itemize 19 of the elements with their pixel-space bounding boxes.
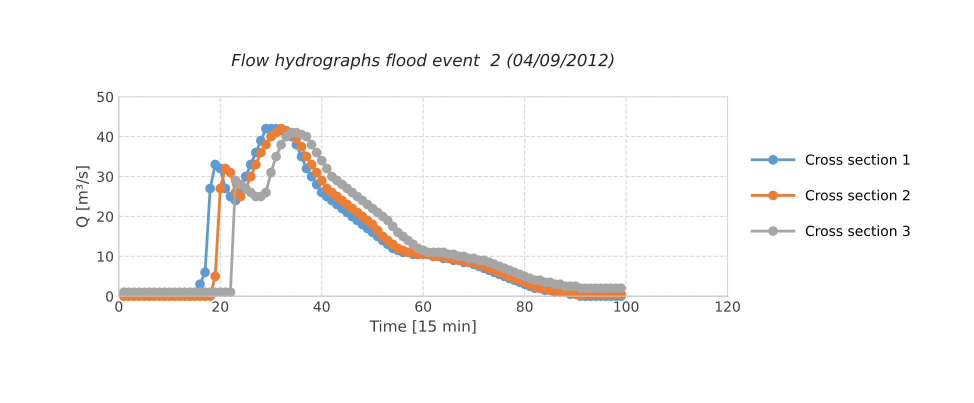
y-tick-label: 10 (98, 251, 114, 262)
legend-label: Cross section 3 (806, 225, 910, 236)
x-tick-label: 60 (415, 301, 432, 312)
x-tick-label: 20 (212, 301, 228, 312)
legend-label: Cross section 2 (806, 190, 910, 200)
y-axis-title: Q [m³/s] (76, 166, 90, 228)
chart-title: Flow hydrographs flood event 2 (04/09/2012) (232, 54, 614, 70)
x-tick-label: 0 (115, 301, 122, 312)
legend-label: Cross section 1 (806, 154, 910, 165)
x-axis-title: Time [15 min] (370, 320, 476, 334)
x-tick-label: 40 (314, 301, 330, 312)
y-tick-label: 40 (96, 132, 114, 142)
y-tick-label: 20 (97, 211, 114, 222)
x-tick-label: 120 (716, 301, 740, 312)
x-tick-label: 80 (516, 301, 533, 312)
y-tick-label: 30 (97, 171, 114, 182)
x-tick-label: 100 (614, 301, 638, 312)
y-tick-label: 0 (106, 291, 114, 302)
y-tick-label: 50 (97, 92, 114, 102)
